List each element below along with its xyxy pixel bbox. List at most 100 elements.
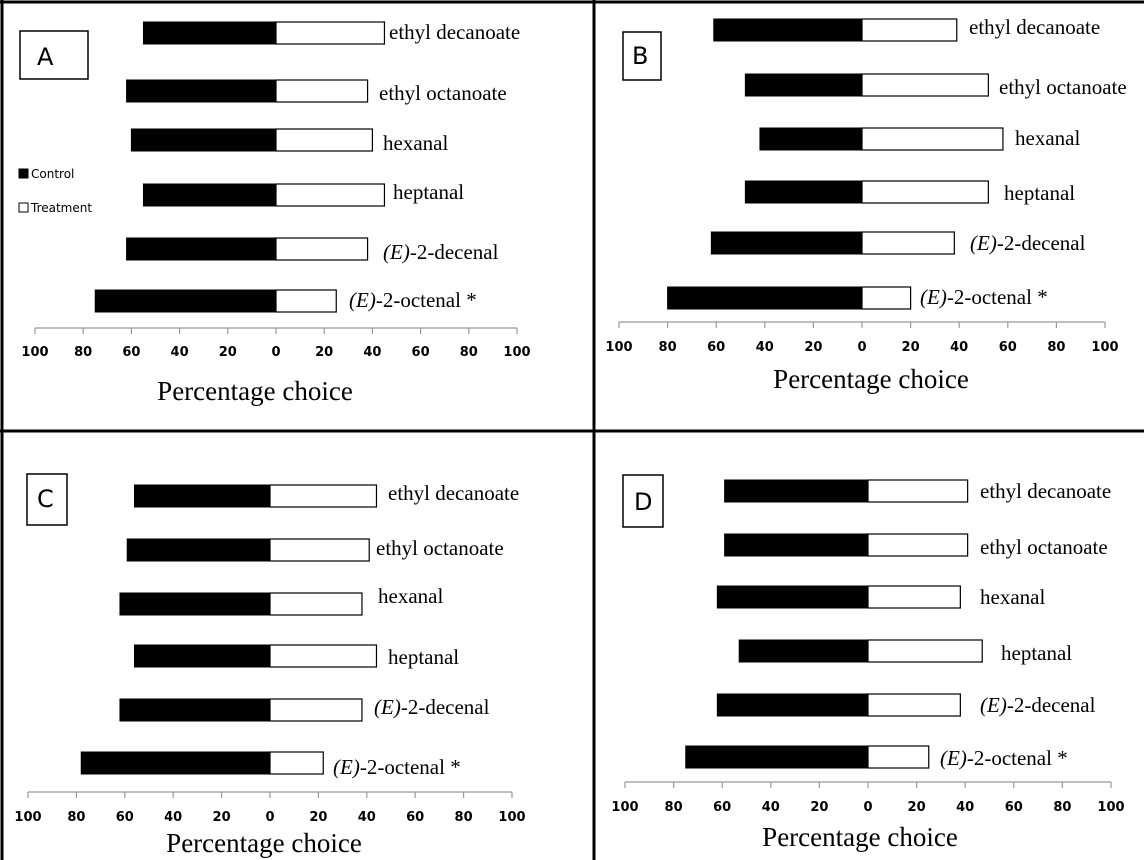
panel-d-category-label: ethyl octanoate <box>980 535 1108 559</box>
panel-c-category-label: (E)-2-decenal <box>374 695 490 719</box>
panel-c-tick-label: 80 <box>67 810 85 825</box>
panel-b-treatment-bar <box>861 231 955 255</box>
panel-b-control-bar <box>713 18 863 42</box>
panel-b-category-label: ethyl decanoate <box>969 15 1100 39</box>
panel-c-tick-label: 60 <box>116 810 134 825</box>
panel-a-control-bar <box>126 237 277 261</box>
panel-a-treatment-bar <box>275 183 386 207</box>
panel-a-letter: A <box>37 43 54 71</box>
panel-b-tick-label: 60 <box>999 340 1017 355</box>
panel-a-category-label: heptanal <box>393 180 464 204</box>
panel-c-tick-label: 100 <box>14 810 41 825</box>
panel-c-control-bar <box>133 484 271 508</box>
panel-d-letter-box <box>622 474 664 528</box>
panel-c-treatment-bar <box>269 538 370 562</box>
panel-d-category-label: ethyl decanoate <box>980 479 1111 503</box>
panel-c-treatment-bar <box>269 698 363 722</box>
panel-b-tick-label: 0 <box>857 340 866 355</box>
panel-b-treatment-bar <box>861 180 989 204</box>
panel-a-treatment-bar <box>275 21 386 45</box>
panel-d-tick-label: 20 <box>908 800 926 815</box>
panel-d-x-axis-title: Percentage choice <box>762 822 958 852</box>
panel-c-control-bar <box>119 698 271 722</box>
panel-b-category-label: heptanal <box>1004 181 1075 205</box>
panel-c-control-bar <box>119 592 271 616</box>
panel-d-treatment-bar <box>867 639 983 663</box>
panel-c-tick-label: 100 <box>498 810 525 825</box>
panel-d-tick-label: 60 <box>1005 800 1023 815</box>
panel-b-tick-label: 100 <box>1091 340 1118 355</box>
panel-b-category-label: hexanal <box>1015 126 1080 150</box>
panel-b-control-bar <box>744 180 863 204</box>
panel-b-category-label: (E)-2-decenal <box>970 231 1086 255</box>
panel-d-tick-label: 40 <box>762 800 780 815</box>
panel-b-treatment-bar <box>861 286 912 310</box>
panel-a-control-bar <box>94 289 277 313</box>
panel-a-tick-label: 100 <box>503 345 530 360</box>
panel-b-tick-label: 100 <box>605 340 632 355</box>
panel-a-treatment-bar <box>275 237 369 261</box>
panel-c-control-bar <box>126 538 271 562</box>
panel-a-category-label: ethyl decanoate <box>389 20 520 44</box>
panel-c-treatment-bar <box>269 484 378 508</box>
panel-b-tick-label: 80 <box>659 340 677 355</box>
panel-a-treatment-bar <box>275 79 369 103</box>
panel-d-control-bar <box>738 639 869 663</box>
panel-c-category-label: ethyl octanoate <box>376 536 504 560</box>
panel-d-tick-label: 100 <box>611 800 638 815</box>
panel-b-category-label: (E)-2-octenal * <box>920 285 1048 309</box>
panel-c-category-label: ethyl decanoate <box>388 481 519 505</box>
panel-a-category-label: (E)-2-decenal <box>383 240 499 264</box>
panel-c-tick-label: 80 <box>455 810 473 825</box>
panel-d-tick-label: 20 <box>810 800 828 815</box>
panel-a-category-label: hexanal <box>383 131 448 155</box>
panel-c-treatment-bar <box>269 592 363 616</box>
panel-c-tick-label: 20 <box>213 810 231 825</box>
panel-b-tick-label: 20 <box>804 340 822 355</box>
panel-d-tick-label: 40 <box>956 800 974 815</box>
legend-treatment-label: Treatment <box>30 201 92 215</box>
panel-a-tick-label: 80 <box>460 345 478 360</box>
panel-d-control-bar <box>724 533 869 557</box>
panel-d-treatment-bar <box>867 693 961 717</box>
panel-d-tick-label: 0 <box>863 800 872 815</box>
panel-c-control-bar <box>80 751 271 775</box>
panel-c-tick-label: 40 <box>164 810 182 825</box>
panel-d-tick-label: 80 <box>1053 800 1071 815</box>
panel-a-tick-label: 0 <box>271 345 280 360</box>
panel-b-letter: B <box>632 42 648 70</box>
panel-d-treatment-bar <box>867 533 969 557</box>
panel-a-tick-label: 40 <box>171 345 189 360</box>
panel-a-tick-label: 60 <box>412 345 430 360</box>
panel-c-letter: C <box>37 485 54 513</box>
panel-a-letter-box <box>19 30 89 80</box>
panel-c-tick-label: 60 <box>406 810 424 825</box>
panel-a-tick-label: 20 <box>315 345 333 360</box>
panel-c-tick-label: 40 <box>358 810 376 825</box>
panel-b-tick-label: 40 <box>756 340 774 355</box>
panel-a-tick-label: 60 <box>122 345 140 360</box>
panel-b-treatment-bar <box>861 73 989 97</box>
panel-d-treatment-bar <box>867 745 930 769</box>
panel-b-treatment-bar <box>861 18 958 42</box>
panel-b-control-bar <box>667 286 863 310</box>
panel-a-tick-label: 40 <box>363 345 381 360</box>
panel-c-category-label: heptanal <box>388 645 459 669</box>
panel-d-tick-label: 60 <box>713 800 731 815</box>
panel-b-category-label: ethyl octanoate <box>999 75 1127 99</box>
legend-treatment-swatch <box>18 202 29 213</box>
panel-b-tick-label: 60 <box>707 340 725 355</box>
panel-c-tick-label: 0 <box>265 810 274 825</box>
panel-c-treatment-bar <box>269 644 378 668</box>
panel-a-treatment-bar <box>275 128 374 152</box>
panel-d-category-label: (E)-2-octenal * <box>940 746 1068 770</box>
panel-b-control-bar <box>744 73 863 97</box>
panel-d-control-bar <box>716 585 869 609</box>
panel-b-tick-label: 40 <box>950 340 968 355</box>
